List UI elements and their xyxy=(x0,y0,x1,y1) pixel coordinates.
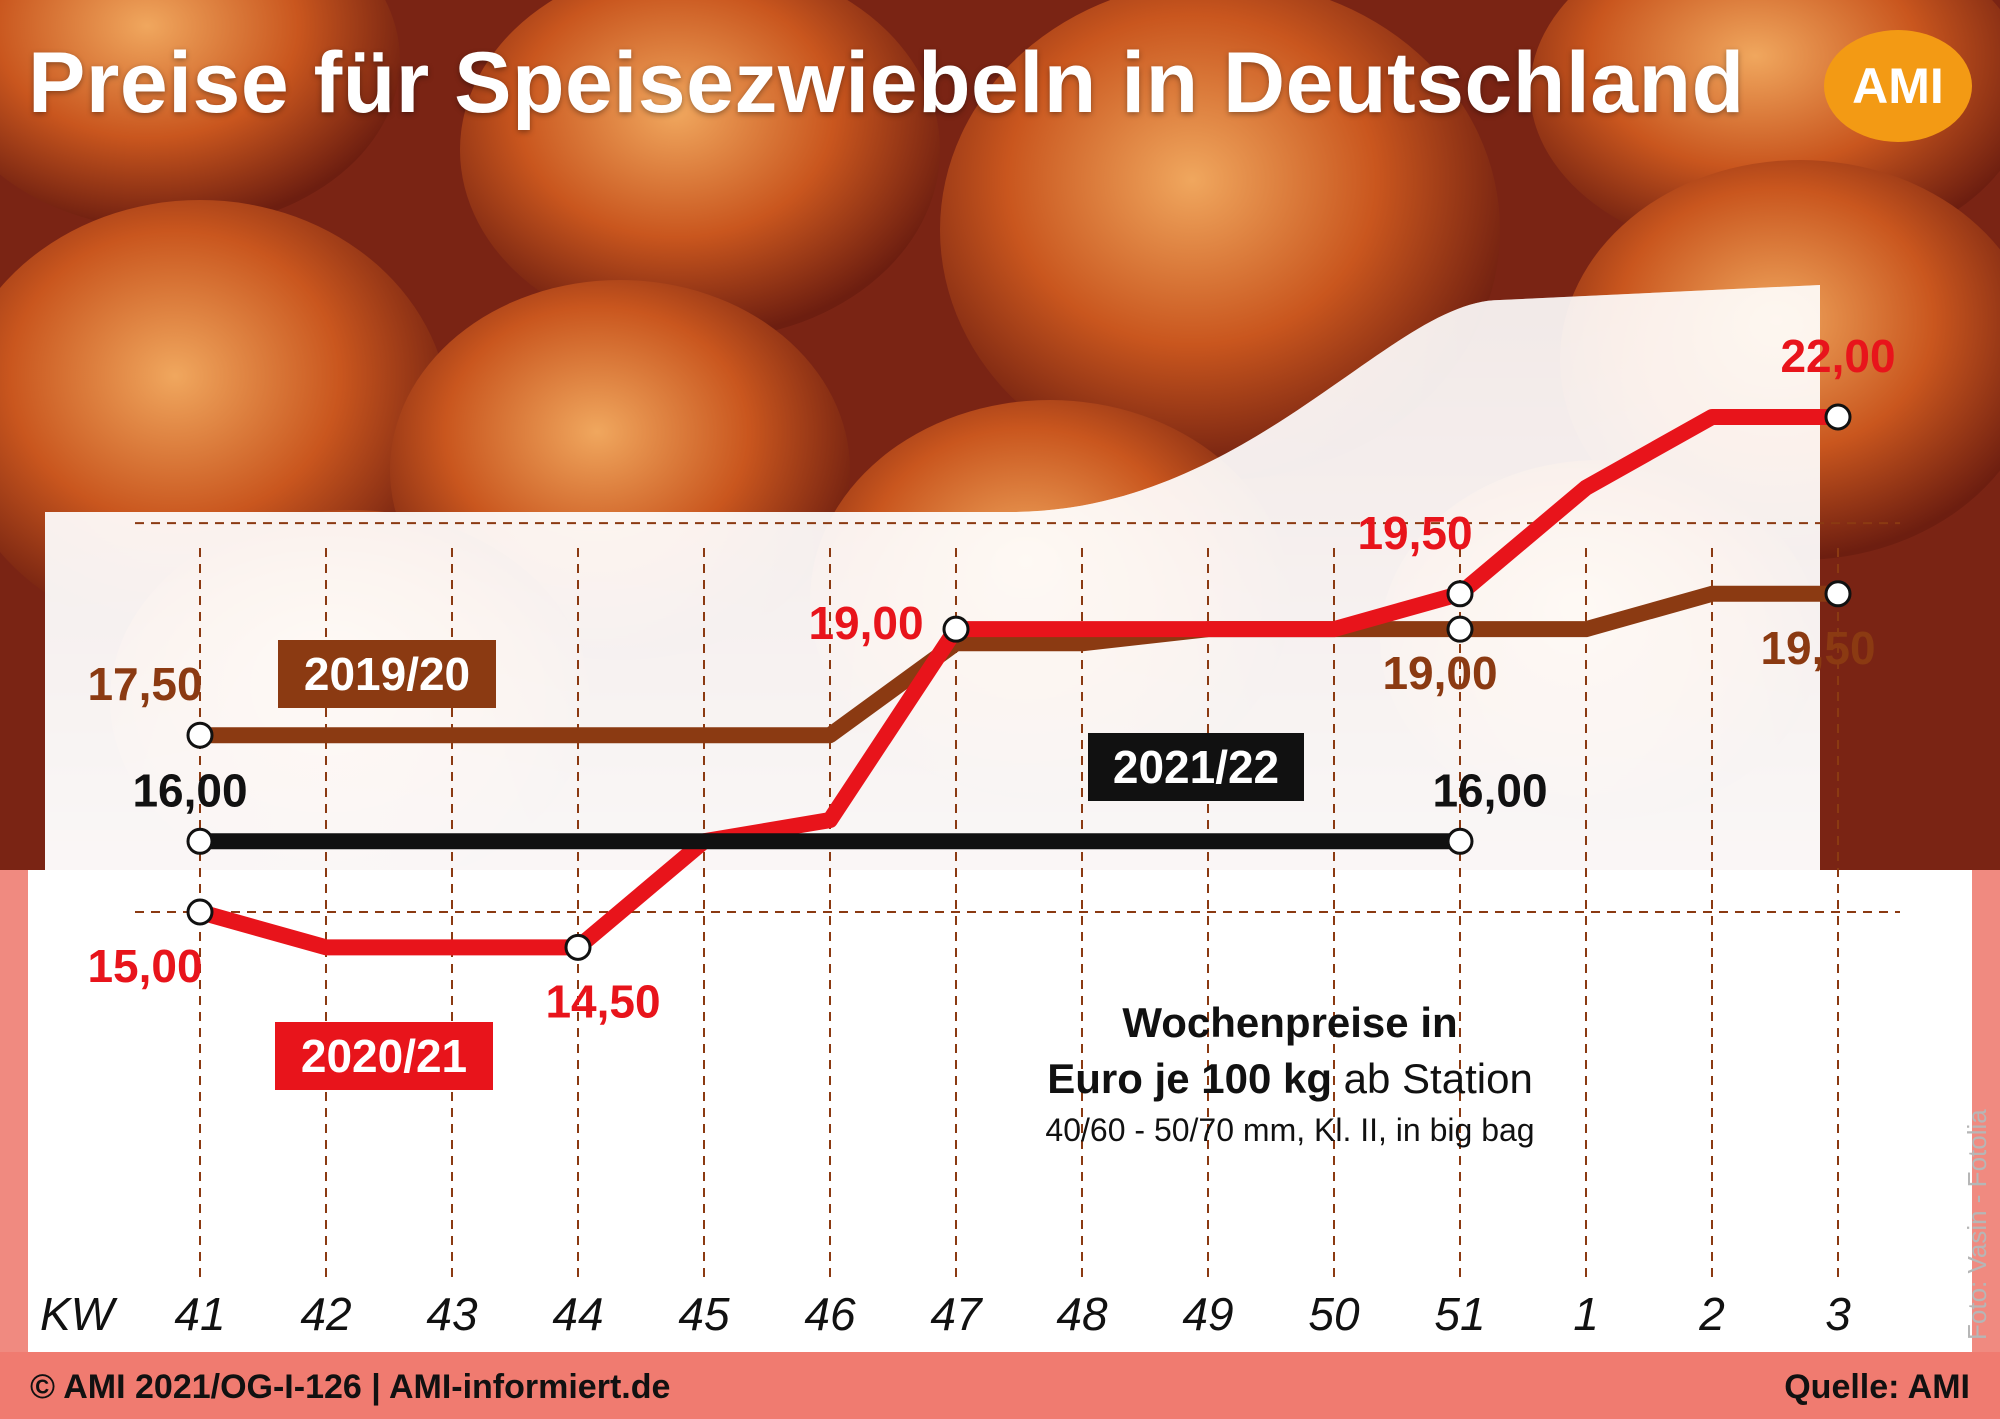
unit-line: Euro je 100 kg ab Station xyxy=(940,1050,1640,1108)
x-tick-label: 1 xyxy=(1573,1288,1599,1340)
series-tag-label: 2020/21 xyxy=(301,1030,467,1082)
ami-logo: AMI xyxy=(1824,30,1972,142)
data-point-marker xyxy=(186,721,214,749)
data-label: 19,50 xyxy=(1357,507,1472,559)
series-tag-box xyxy=(1088,733,1304,801)
x-tick-label: 42 xyxy=(300,1288,351,1340)
x-tick-label: 44 xyxy=(552,1288,603,1340)
x-tick-label: 43 xyxy=(426,1288,478,1340)
unit-bold: Euro je 100 kg xyxy=(1047,1055,1332,1102)
footer-bar: © AMI 2021/OG-I-126 | AMI-informiert.de … xyxy=(0,1352,2000,1419)
x-tick-label: 41 xyxy=(174,1288,225,1340)
data-point-marker xyxy=(1824,403,1852,431)
data-point-marker xyxy=(1446,615,1474,643)
data-label: 16,00 xyxy=(1432,764,1547,816)
unit-detail: 40/60 - 50/70 mm, Kl. II, in big bag xyxy=(1045,1112,1535,1148)
series-line-2019-20 xyxy=(192,585,1846,744)
lower-chart-panel xyxy=(28,870,1972,1352)
series-tag-box xyxy=(275,1022,493,1090)
data-label: 17,50 xyxy=(87,658,202,710)
data-label: 14,50 xyxy=(545,975,660,1027)
series-tag-label: 2019/20 xyxy=(304,648,470,700)
page-title: Preise für Speisezwiebeln in Deutschland xyxy=(28,35,1745,131)
x-tick-label: 48 xyxy=(1056,1288,1108,1340)
photo-credit: Foto: Vasin - Fotolia xyxy=(1962,1109,1992,1340)
data-label: 15,00 xyxy=(87,940,202,992)
data-point-marker xyxy=(1824,580,1852,608)
copyright-text: © AMI 2021/OG-I-126 | AMI-informiert.de xyxy=(30,1368,671,1406)
data-label: 19,00 xyxy=(808,597,923,649)
x-tick-label: 45 xyxy=(678,1288,730,1340)
series-tag-label: 2021/22 xyxy=(1113,741,1279,793)
data-point-marker xyxy=(1446,580,1474,608)
series-line-2020-21 xyxy=(192,409,1846,956)
x-tick-label: 51 xyxy=(1434,1288,1485,1340)
source-text: Quelle: AMI xyxy=(1784,1368,1970,1406)
x-tick-label: 49 xyxy=(1182,1288,1233,1340)
data-point-marker xyxy=(186,827,214,855)
data-label: 19,50 xyxy=(1760,622,1875,674)
data-point-marker xyxy=(186,898,214,926)
x-tick-label: 47 xyxy=(930,1288,983,1340)
data-point-marker xyxy=(564,933,592,961)
data-point-marker xyxy=(942,615,970,643)
data-point-marker xyxy=(1446,827,1474,855)
unit-heading: Wochenpreise in xyxy=(1122,999,1458,1046)
x-tick-label: 2 xyxy=(1698,1288,1725,1340)
x-tick-label: 50 xyxy=(1308,1288,1360,1340)
x-axis-label: KW xyxy=(40,1288,119,1340)
series-tag-box xyxy=(278,640,496,708)
unit-rest: ab Station xyxy=(1331,1055,1533,1102)
data-label: 22,00 xyxy=(1780,330,1895,382)
x-tick-label: 3 xyxy=(1825,1288,1851,1340)
data-label: 16,00 xyxy=(132,764,247,816)
x-tick-label: 46 xyxy=(804,1288,856,1340)
unit-note: Wochenpreise in Euro je 100 kg ab Statio… xyxy=(940,996,1640,1152)
data-label: 19,00 xyxy=(1382,647,1497,699)
